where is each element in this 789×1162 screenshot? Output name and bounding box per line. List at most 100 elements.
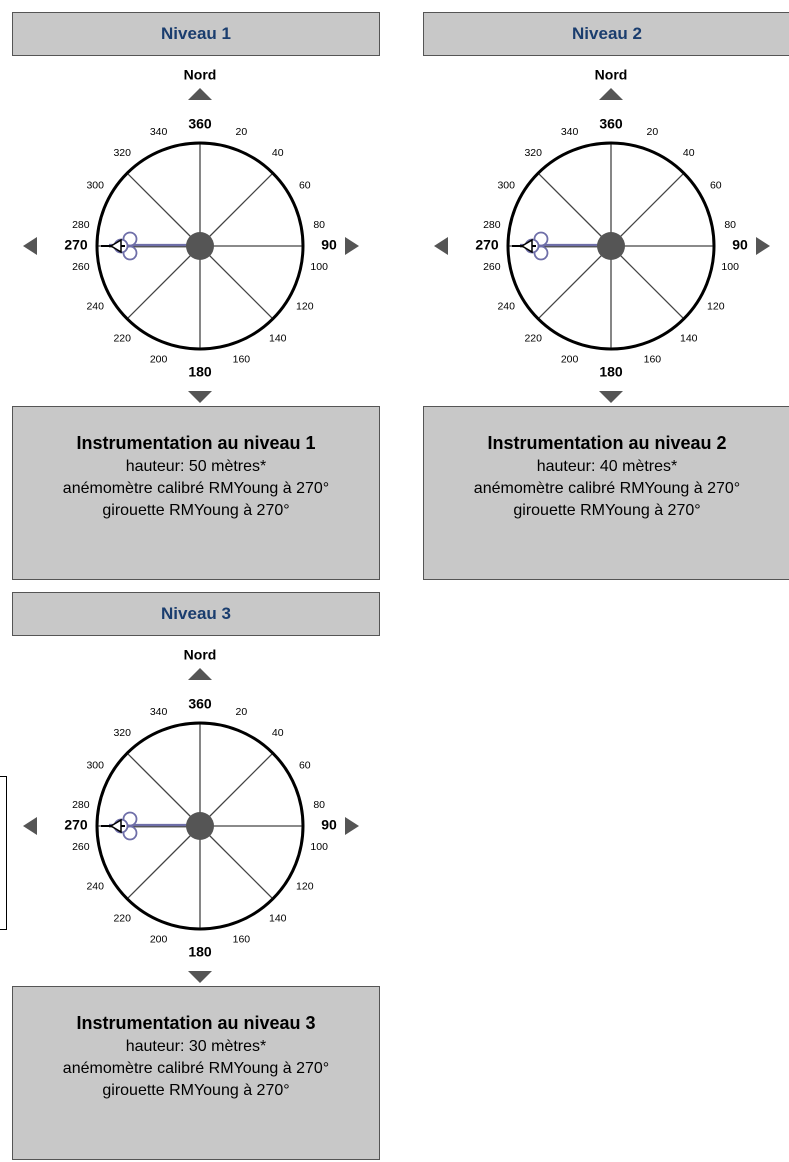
- degree-label-270: 270: [475, 237, 499, 253]
- degree-label: 140: [680, 332, 698, 344]
- compass-spoke: [126, 245, 201, 320]
- degree-label: 220: [113, 332, 131, 344]
- instrumentation-box: Instrumentation au niveau 2 hauteur: 40 …: [423, 406, 789, 580]
- degree-label: 120: [707, 300, 725, 312]
- level-header: Niveau 3: [12, 592, 380, 636]
- compass-spoke: [537, 172, 612, 247]
- degree-label: 40: [272, 147, 284, 159]
- degree-label: 300: [86, 179, 104, 191]
- degree-label: 340: [561, 126, 579, 138]
- degree-label: 260: [483, 261, 501, 273]
- south-arrow-icon: [188, 971, 212, 983]
- degree-label: 220: [113, 912, 131, 924]
- north-label: Nord: [184, 67, 217, 83]
- degree-label: 200: [150, 353, 168, 365]
- degree-label-360: 360: [188, 696, 212, 712]
- degree-label: 320: [113, 147, 131, 159]
- degree-label: 160: [233, 933, 251, 945]
- compass-ring: [506, 141, 716, 351]
- compass-spoke: [199, 172, 274, 247]
- degree-label: 320: [524, 147, 542, 159]
- instrumentation-box: Instrumentation au niveau 1 hauteur: 50 …: [12, 406, 380, 580]
- degree-label-270: 270: [64, 237, 88, 253]
- degree-label: 240: [86, 880, 104, 892]
- degree-label: 200: [150, 933, 168, 945]
- anemometer-text: anémomètre calibré RMYoung à 270°: [473, 480, 741, 497]
- degree-label: 280: [483, 219, 501, 231]
- degree-label-90: 90: [732, 237, 748, 253]
- compass-hub: [597, 232, 625, 260]
- degree-label: 280: [72, 219, 90, 231]
- height-text: hauteur: 50 mètres*: [125, 458, 267, 475]
- degree-label: 60: [299, 179, 311, 191]
- level-header: Niveau 2: [423, 12, 789, 56]
- compass-spoke: [610, 172, 685, 247]
- degree-label: 100: [310, 261, 328, 273]
- compass-hub: [186, 812, 214, 840]
- degree-label: 80: [313, 219, 325, 231]
- degree-label: 20: [236, 126, 248, 138]
- degree-label: 240: [497, 300, 515, 312]
- anemometer-text: anémomètre calibré RMYoung à 270°: [62, 480, 330, 497]
- instrumentation-title: Instrumentation au niveau 3: [76, 1013, 316, 1033]
- east-arrow-icon: [756, 237, 770, 255]
- instrumentation-title: Instrumentation au niveau 2: [487, 433, 727, 453]
- partial-frame: [0, 776, 7, 930]
- south-arrow-icon: [188, 391, 212, 403]
- wind-vane-text: girouette RMYoung à 270°: [102, 1082, 290, 1099]
- wind-vane-text: girouette RMYoung à 270°: [102, 502, 290, 519]
- degree-label: 40: [683, 147, 695, 159]
- degree-label: 340: [150, 126, 168, 138]
- degree-label: 160: [233, 353, 251, 365]
- compass-rose: Nord 20 40 60 80 100 120 140 160 200 220 240 260 280 3…: [23, 647, 359, 983]
- compass-hub: [186, 232, 214, 260]
- west-arrow-icon: [434, 237, 448, 255]
- degree-label-360: 360: [599, 116, 623, 132]
- degree-label: 260: [72, 841, 90, 853]
- east-arrow-icon: [345, 817, 359, 835]
- degree-label-90: 90: [321, 237, 337, 253]
- degree-label: 80: [724, 219, 736, 231]
- anemometer-text: anémomètre calibré RMYoung à 270°: [62, 1060, 330, 1077]
- compass-spoke: [199, 752, 274, 827]
- level-panel: Niveau 3 Nord 20 40 60 80 100 120 140 160 200 220 2…: [12, 592, 382, 1162]
- wind-vane-icon: [520, 238, 533, 254]
- degree-label-90: 90: [321, 817, 337, 833]
- compass-spoke: [199, 825, 274, 900]
- degree-label: 260: [72, 261, 90, 273]
- degree-label: 100: [721, 261, 739, 273]
- instrumentation-box: Instrumentation au niveau 3 hauteur: 30 …: [12, 986, 380, 1160]
- degree-label: 300: [497, 179, 515, 191]
- compass-ring: [95, 721, 305, 931]
- degree-label-270: 270: [64, 817, 88, 833]
- south-arrow-icon: [599, 391, 623, 403]
- degree-label: 120: [296, 880, 314, 892]
- west-arrow-icon: [23, 237, 37, 255]
- degree-label-180: 180: [599, 364, 623, 380]
- level-header: Niveau 1: [12, 12, 380, 56]
- degree-label: 220: [524, 332, 542, 344]
- compass-spoke: [199, 245, 274, 320]
- degree-label: 160: [644, 353, 662, 365]
- compass-spoke: [537, 245, 612, 320]
- degree-label: 200: [561, 353, 579, 365]
- wind-vane-icon: [109, 238, 122, 254]
- degree-label: 300: [86, 759, 104, 771]
- degree-label: 60: [710, 179, 722, 191]
- wind-vane-icon: [109, 818, 122, 834]
- degree-label-360: 360: [188, 116, 212, 132]
- degree-label: 20: [647, 126, 659, 138]
- degree-label: 240: [86, 300, 104, 312]
- compass-ring: [95, 141, 305, 351]
- degree-label: 60: [299, 759, 311, 771]
- west-arrow-icon: [23, 817, 37, 835]
- degree-label: 140: [269, 332, 287, 344]
- degree-label: 120: [296, 300, 314, 312]
- compass-rose: Nord 20 40 60 80 100 120 140 160 200 220 240 260 280 3…: [23, 67, 359, 403]
- compass-spoke: [126, 825, 201, 900]
- instrumentation-title: Instrumentation au niveau 1: [76, 433, 316, 453]
- level-panel: Niveau 1 Nord 20 40 60 80 100 120 140 160 200 220 2…: [12, 12, 382, 582]
- compass-spoke: [126, 172, 201, 247]
- degree-label: 340: [150, 706, 168, 718]
- degree-label: 40: [272, 727, 284, 739]
